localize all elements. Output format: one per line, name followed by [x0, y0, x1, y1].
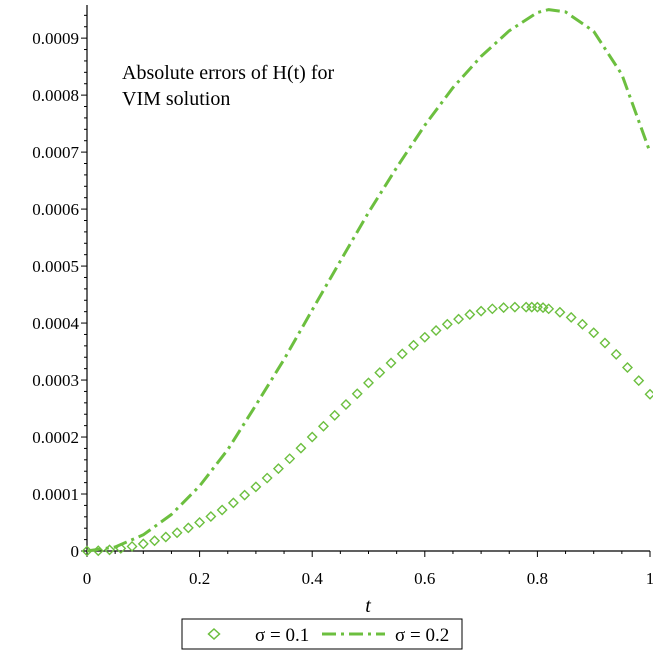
diamond-marker-sigma-0.1: [554, 306, 566, 318]
diamond-marker-sigma-0.1: [171, 527, 183, 539]
y-tick-label: 0.0001: [32, 485, 79, 504]
legend-label-series-1: σ = 0.1: [255, 625, 309, 646]
y-tick-label: 0.0003: [32, 371, 79, 390]
diamond-marker-sigma-0.1: [588, 327, 600, 339]
diamond-marker-sigma-0.1: [92, 545, 104, 557]
y-tick-label: 0.0008: [32, 86, 79, 105]
y-tick-label: 0.0007: [32, 143, 79, 162]
diamond-marker-sigma-0.1: [498, 302, 510, 314]
diamond-marker-sigma-0.1: [526, 301, 538, 313]
y-tick-label: 0.0005: [32, 257, 79, 276]
diamond-marker-sigma-0.1: [194, 517, 206, 528]
diamond-marker-sigma-0.1: [137, 538, 149, 550]
diamond-marker-sigma-0.1: [227, 497, 239, 509]
plot-area: [81, 8, 653, 557]
legend: σ = 0.1 σ = 0.2: [181, 618, 463, 650]
y-tick-label: 0.0006: [32, 200, 79, 219]
x-tick-label: 0.2: [189, 569, 210, 588]
diamond-marker-sigma-0.1: [284, 453, 296, 465]
diamond-marker-sigma-0.1: [441, 318, 453, 330]
diamond-marker-sigma-0.1: [216, 504, 228, 516]
x-tick-label: 0.4: [302, 569, 324, 588]
y-tick-label: 0: [71, 542, 80, 561]
diamond-marker-sigma-0.1: [250, 481, 262, 493]
legend-label-series-2: σ = 0.2: [395, 625, 449, 646]
diamond-marker-sigma-0.1: [149, 535, 161, 547]
diamond-marker-sigma-0.1: [385, 357, 397, 369]
y-tick-labels: 0 0.0001 0.0002 0.0003 0.0004 0.0005 0.0006 0.0…: [32, 29, 79, 561]
diamond-marker-sigma-0.1: [599, 337, 611, 349]
diamond-marker-sigma-0.1: [475, 305, 487, 317]
diamond-marker-sigma-0.1: [430, 324, 442, 336]
diamond-marker-sigma-0.1: [239, 489, 251, 501]
diamond-marker-sigma-0.1: [261, 472, 273, 484]
diamond-marker-sigma-0.1: [396, 348, 408, 360]
x-tick-label: 0: [83, 569, 92, 588]
y-tick-label: 0.0002: [32, 428, 79, 447]
diamond-marker-sigma-0.1: [419, 331, 431, 343]
diamond-marker-sigma-0.1: [576, 318, 588, 330]
diamond-marker-sigma-0.1: [486, 303, 498, 315]
diamond-marker-sigma-0.1: [340, 399, 352, 411]
diamond-marker-sigma-0.1: [633, 375, 645, 387]
diamond-marker-sigma-0.1: [160, 531, 172, 543]
y-tick-label: 0.0009: [32, 29, 79, 48]
diamond-marker-sigma-0.1: [329, 409, 341, 421]
diamond-marker-sigma-0.1: [610, 348, 622, 360]
x-tick-labels: 0 0.2 0.4 0.6 0.8 1: [83, 569, 653, 588]
diamond-marker-sigma-0.1: [295, 442, 307, 454]
diamond-marker-sigma-0.1: [81, 545, 93, 557]
x-tick-label: 0.8: [527, 569, 548, 588]
x-tick-label: 1: [646, 569, 653, 588]
diamond-marker-sigma-0.1: [464, 309, 476, 321]
diamond-marker-sigma-0.1: [520, 301, 532, 313]
diamond-marker-sigma-0.1: [509, 301, 521, 313]
diamond-marker-sigma-0.1: [363, 377, 374, 389]
diamond-marker-sigma-0.1: [115, 542, 127, 554]
axes: [83, 5, 650, 555]
diamond-marker-sigma-0.1: [374, 367, 386, 379]
diamond-marker-sigma-0.1: [453, 313, 465, 325]
diamond-marker-sigma-0.1: [644, 388, 653, 400]
diamond-marker-sigma-0.1: [408, 339, 420, 351]
y-tick-label: 0.0004: [32, 314, 79, 333]
legend-diamond-marker: [207, 627, 221, 641]
x-axis-label: t: [365, 595, 371, 617]
diamond-marker-sigma-0.1: [126, 540, 138, 552]
diamond-marker-sigma-0.1: [565, 311, 577, 323]
diamond-marker-sigma-0.1: [272, 463, 284, 475]
diamond-marker-sigma-0.1: [104, 544, 116, 556]
diamond-marker-sigma-0.1: [317, 420, 329, 432]
x-tick-label: 0.6: [414, 569, 435, 588]
annotation-line-1: Absolute errors of H(t) for: [122, 62, 334, 84]
diamond-marker-sigma-0.1: [543, 303, 555, 315]
diamond-marker-sigma-0.1: [205, 511, 217, 523]
tick-marks: [81, 14, 651, 557]
diamond-marker-sigma-0.1: [182, 522, 194, 534]
diamond-marker-sigma-0.1: [621, 362, 633, 373]
annotation-line-2: VIM solution: [122, 88, 230, 110]
diamond-marker-sigma-0.1: [306, 431, 318, 443]
series-line-sigma-0.2: [86, 8, 652, 553]
diamond-marker-sigma-0.1: [351, 388, 363, 400]
